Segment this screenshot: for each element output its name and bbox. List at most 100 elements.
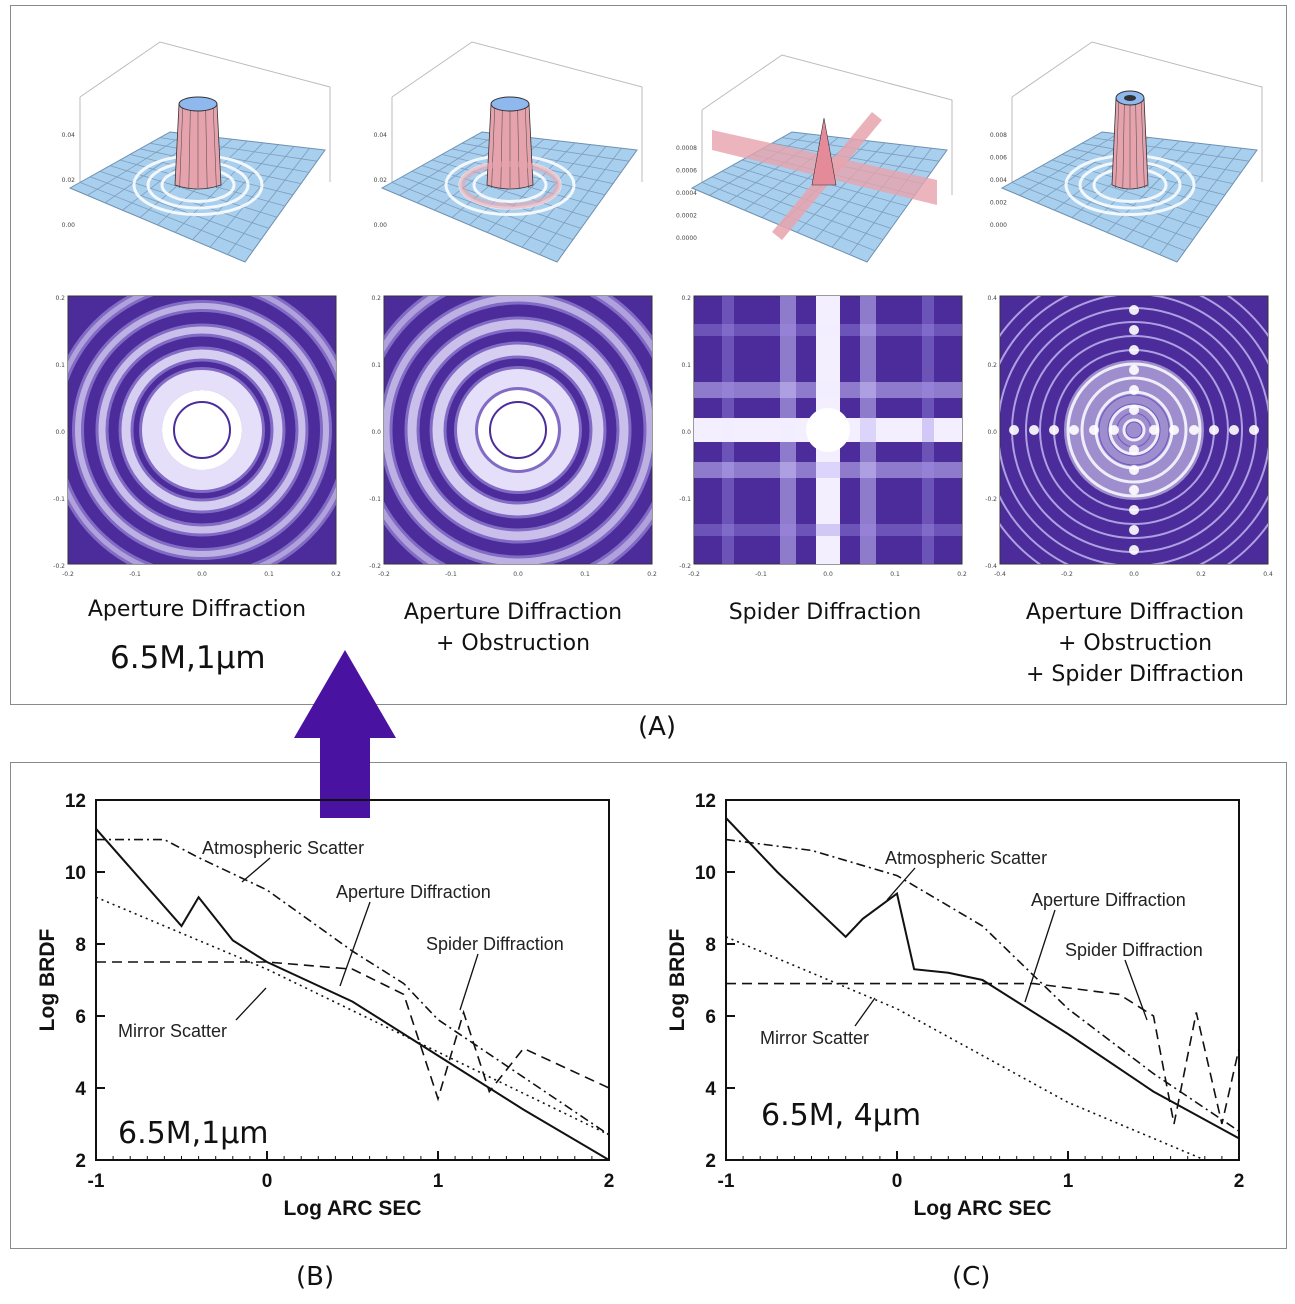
surface-grid-line xyxy=(1071,148,1234,184)
spider-spot xyxy=(1229,425,1239,435)
y-tick-label: 2 xyxy=(705,1151,716,1172)
annotation-label: Spider Diffraction xyxy=(426,934,564,954)
surface-peak-facet xyxy=(205,105,208,189)
map-x-tick: 0.2 xyxy=(957,571,967,578)
map-y-tick: 0.1 xyxy=(681,362,691,369)
surface-grid-line xyxy=(781,137,940,162)
diffraction-ring xyxy=(384,296,652,564)
diffraction-ring xyxy=(407,319,629,541)
y-tick-label: 4 xyxy=(75,1079,86,1100)
map-y-tick: 0.1 xyxy=(55,362,65,369)
map-content xyxy=(694,296,962,564)
surface-z-tick: 0.008 xyxy=(990,132,1007,139)
map-y-tick: 0.1 xyxy=(371,362,381,369)
map-y-tick: 0.2 xyxy=(371,295,381,302)
surface-grid-line xyxy=(209,146,295,248)
map-y-tick: 0.2 xyxy=(681,295,691,302)
caption-line: Spider Diffraction xyxy=(728,600,922,625)
surface-plot-3: 0.0008 0.0006 0.0004 0.0002 0.0000 xyxy=(676,54,953,263)
spider-spot xyxy=(1009,425,1019,435)
surface-grid-line xyxy=(521,146,607,248)
map-x-tick: -0.2 xyxy=(688,571,700,578)
surface-peak-facet xyxy=(179,105,184,189)
map-y-tick: 0.0 xyxy=(55,429,65,436)
caption-line: Aperture Diffraction xyxy=(403,600,623,625)
surface-peak xyxy=(811,117,837,186)
combined-ring xyxy=(1025,321,1243,539)
surface-grid-line xyxy=(539,147,622,255)
annotation-leader xyxy=(241,857,271,883)
spider-spot xyxy=(1129,325,1139,335)
surface-box-edge xyxy=(391,41,643,182)
map-x-tick: -0.1 xyxy=(445,571,457,578)
map-y-tick: -0.1 xyxy=(369,496,381,503)
map-x-tick: 0.0 xyxy=(1129,571,1139,578)
x-tick-label: 1 xyxy=(1063,1171,1074,1192)
diffraction-ring xyxy=(121,349,283,511)
surface-z-tick: 0.00 xyxy=(374,222,388,229)
annotation-leader xyxy=(1124,959,1148,1021)
surface-plot-1: 0.04 0.02 0.00 xyxy=(62,41,331,263)
map-x-tick: -0.2 xyxy=(62,571,74,578)
y-tick-label: 8 xyxy=(705,935,716,956)
spider-side-band xyxy=(694,462,962,478)
surface-z-tick: 0.04 xyxy=(374,132,388,139)
caption-aperture-obstruction: Aperture Diffraction + Obstruction xyxy=(378,597,648,659)
x-tick-label: -1 xyxy=(718,1171,735,1192)
caption-aperture-diffraction: Aperture Diffraction xyxy=(62,594,332,625)
spider-spot xyxy=(1189,425,1199,435)
surface-z-tick: 0.0008 xyxy=(676,145,697,152)
central-contour xyxy=(173,401,231,459)
y-tick-label: 8 xyxy=(75,935,86,956)
map-content xyxy=(1000,296,1268,564)
panel-c-label: (C) xyxy=(952,1262,991,1292)
series-spider-diffraction xyxy=(96,961,610,1102)
spider-spot xyxy=(1109,425,1119,435)
map-content xyxy=(384,296,652,564)
caption-line: Aperture Diffraction xyxy=(1025,600,1245,625)
map-y-tick: 0.2 xyxy=(55,295,65,302)
intensity-map-3: 0.2 0.2 0.1 0.1 0.0 0.0 -0.1 -0.1 -0.2-0.2 xyxy=(679,295,967,578)
panel-a-label: (A) xyxy=(638,712,677,742)
intensity-map-4: 0.4 0.4 0.2 0.2 0.0 0.0 -0.2 -0.2 -0.4-0.4 xyxy=(985,295,1273,578)
spider-spot xyxy=(1129,545,1139,555)
surface-peak-facet xyxy=(524,105,529,189)
x-tick-label: 2 xyxy=(1234,1171,1245,1192)
spider-outer-band xyxy=(922,296,934,564)
intensity-map-2: 0.2 0.2 0.1 0.1 0.0 0.0 -0.1 -0.1 -0.2-0.2 xyxy=(369,295,657,578)
surface-z-tick: 0.00 xyxy=(62,222,76,229)
spider-spot xyxy=(1029,425,1039,435)
spider-spot xyxy=(1129,405,1139,415)
surface-z-tick: 0.0000 xyxy=(676,235,697,242)
surface-z-tick: 0.02 xyxy=(374,177,388,184)
annotation-leader xyxy=(459,953,479,1011)
caption-line: + Spider Diffraction xyxy=(1026,662,1244,687)
surface-grid-line xyxy=(504,144,591,241)
map-x-tick: 0.0 xyxy=(197,571,207,578)
up-arrow-icon xyxy=(294,650,396,818)
y-tick-label: 6 xyxy=(705,1007,716,1028)
series-aperture-diffraction xyxy=(725,817,1240,1140)
series-spider-diffraction xyxy=(726,982,1240,1125)
panel-bc-frame xyxy=(10,762,1287,1249)
x-tick-label: 1 xyxy=(433,1171,444,1192)
surface-floor xyxy=(380,131,638,263)
map-x-tick: 0.0 xyxy=(823,571,833,578)
annotation-leader xyxy=(886,867,916,901)
y-axis-title: Log BRDF xyxy=(666,929,689,1032)
surface-grid-line xyxy=(1159,147,1242,255)
surface-peak-hole xyxy=(1124,95,1136,101)
caption-line: Aperture Diffraction xyxy=(87,597,307,622)
surface-z-tick: 0.0004 xyxy=(676,190,697,197)
spider-spot xyxy=(1129,365,1139,375)
surface-floor xyxy=(68,131,326,263)
surface-z-tick: 0.04 xyxy=(62,132,76,139)
map-y-tick: -0.4 xyxy=(985,563,997,570)
condition-label: 6.5M, 4µm xyxy=(761,1098,921,1133)
annotation-label: Mirror Scatter xyxy=(118,1021,227,1041)
surface-grid-line xyxy=(227,147,310,255)
surface-plot-2: 0.04 0.02 0.00 xyxy=(374,41,643,263)
map-y-tick: -0.2 xyxy=(985,496,997,503)
annotation-leader xyxy=(854,997,876,1027)
